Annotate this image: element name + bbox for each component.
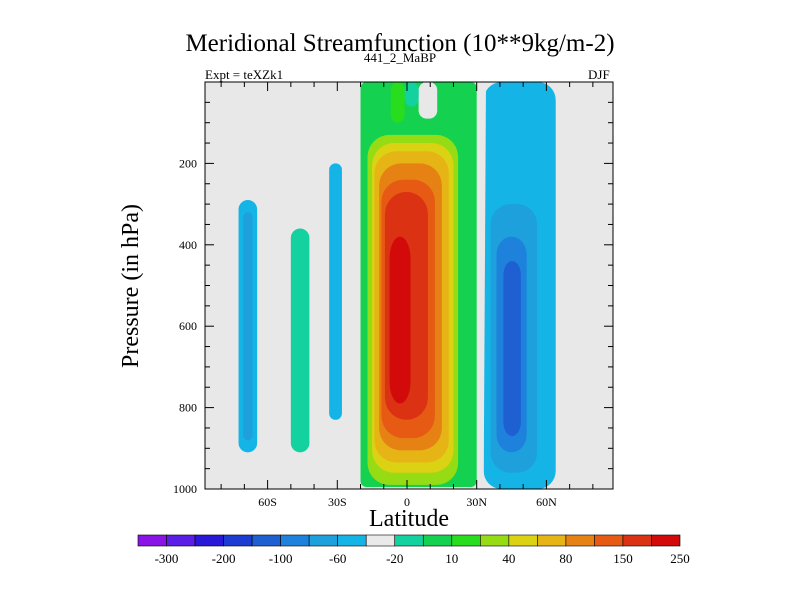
colorbar-swatch xyxy=(451,534,481,547)
experiment-id-label: 441_2_MaBP xyxy=(363,50,437,65)
x-axis-title: Latitude xyxy=(369,506,449,532)
contour-band-s70-inner xyxy=(243,212,253,441)
x-tick-label: 30N xyxy=(466,495,487,509)
colorbar-swatch xyxy=(651,534,681,547)
contour-north-l4 xyxy=(503,261,521,437)
colorbar-swatch xyxy=(537,534,567,547)
x-tick-label: 60N xyxy=(536,495,557,509)
colorbar-label: -300 xyxy=(155,551,179,566)
contour-hadley-l8 xyxy=(389,236,411,404)
colorbar-swatch xyxy=(565,534,595,547)
y-axis-title: Pressure (in hPa) xyxy=(118,204,144,368)
y-tick-label: 1000 xyxy=(173,482,197,496)
colorbar-swatch xyxy=(308,534,338,547)
y-tick-label: 200 xyxy=(179,156,197,170)
colorbar-label: -200 xyxy=(212,551,236,566)
colorbar-swatch xyxy=(394,534,424,547)
colorbar-label: 40 xyxy=(502,551,515,566)
colorbar-swatch xyxy=(422,534,453,547)
experiment-label: Expt = teXZk1 xyxy=(205,67,284,82)
colorbar-swatch xyxy=(594,534,624,547)
y-tick-label: 600 xyxy=(179,319,197,333)
season-label: DJF xyxy=(588,67,610,82)
contour-hadley-notch-west xyxy=(390,82,405,123)
colorbar-swatch xyxy=(194,534,224,547)
colorbar-swatch xyxy=(280,534,310,547)
x-tick-label: 30S xyxy=(328,495,347,509)
colorbar-swatch xyxy=(480,534,510,547)
colorbar-swatch xyxy=(137,534,167,547)
contour-hadley-notch-mid xyxy=(404,82,419,107)
colorbar-label: -20 xyxy=(386,551,403,566)
colorbar-swatch xyxy=(223,534,253,547)
colorbar-label: 250 xyxy=(670,551,690,566)
colorbar-label: -60 xyxy=(329,551,346,566)
colorbar-label: 80 xyxy=(559,551,572,566)
x-tick-label: 0 xyxy=(404,495,410,509)
contour-hadley-notch-east xyxy=(418,82,438,119)
colorbar-swatch xyxy=(337,534,367,547)
colorbar-label: -100 xyxy=(269,551,293,566)
colorbar-swatch xyxy=(166,534,196,547)
contour-band-s45-outer xyxy=(290,228,310,453)
colorbar-swatch xyxy=(622,534,652,547)
y-tick-label: 800 xyxy=(179,401,197,415)
colorbar-swatch xyxy=(365,534,396,547)
colorbar-swatch xyxy=(508,534,538,547)
contour-band-s30-outer xyxy=(329,163,342,420)
colorbar-label: 10 xyxy=(445,551,458,566)
y-tick-label: 400 xyxy=(179,238,197,252)
colorbar-label: 150 xyxy=(613,551,633,566)
chart-title: Meridional Streamfunction (10**9kg/m-2) xyxy=(185,30,615,57)
x-tick-label: 60S xyxy=(258,495,277,509)
colorbar-swatch xyxy=(251,534,281,547)
